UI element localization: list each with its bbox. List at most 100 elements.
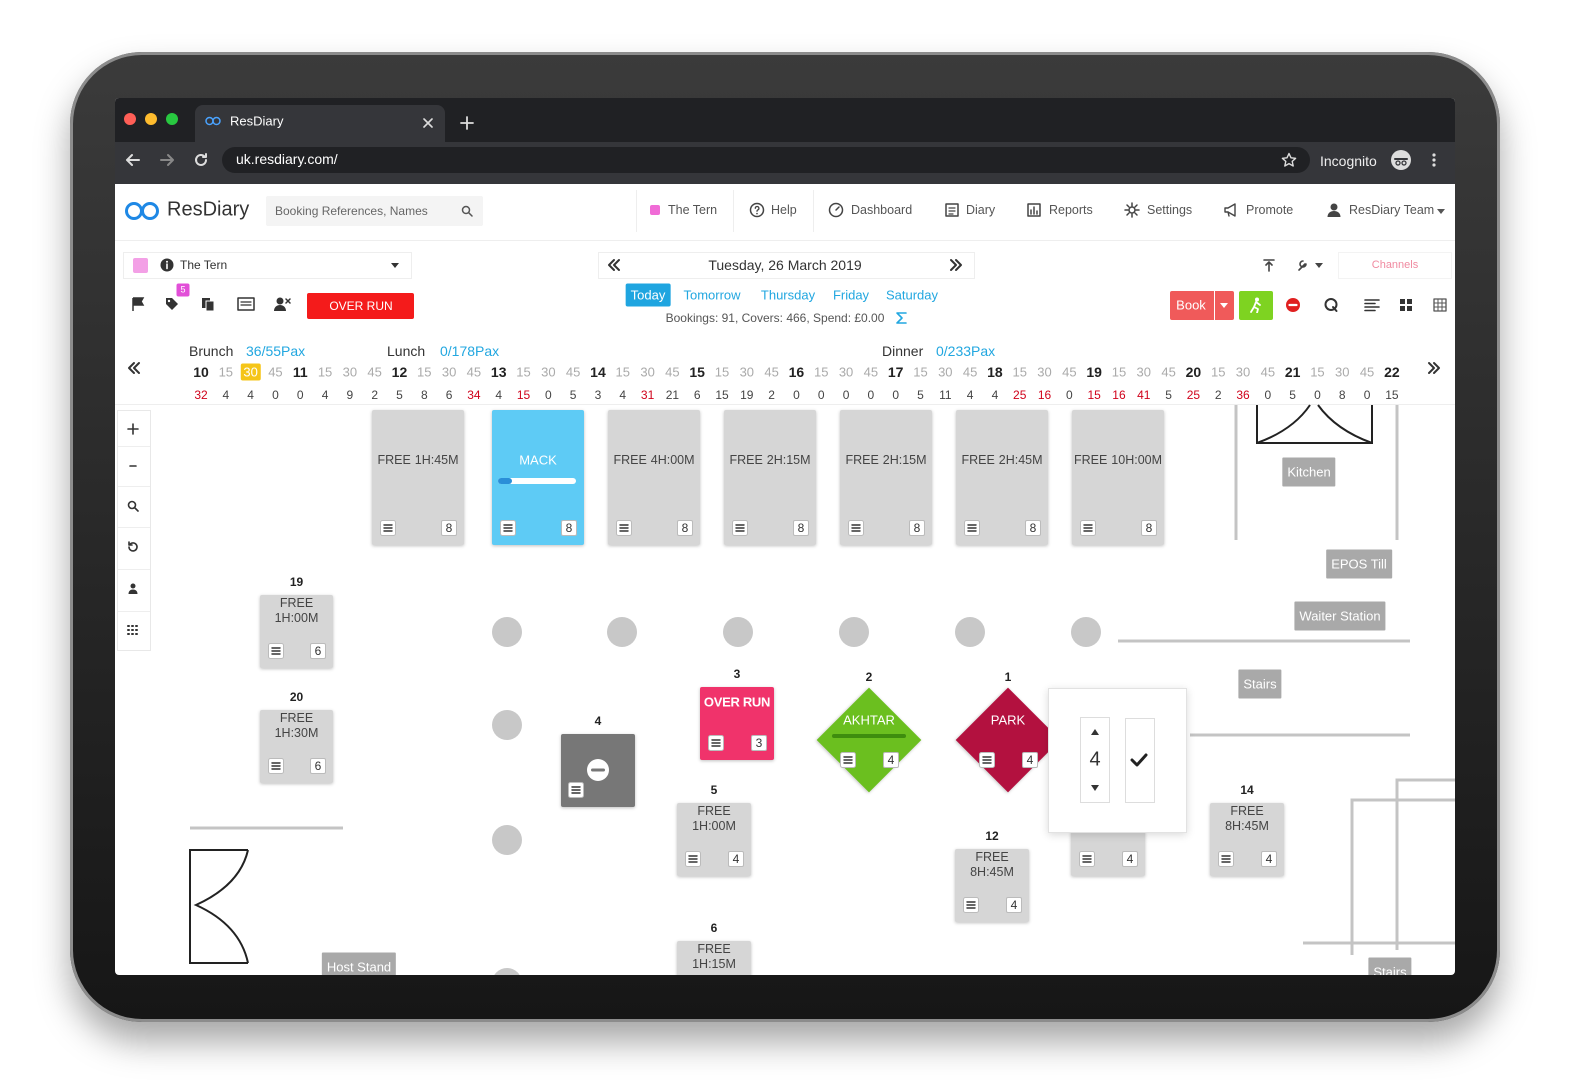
brand-logo[interactable]	[124, 201, 160, 221]
back-button[interactable]	[125, 152, 141, 168]
menu-icon[interactable]	[1218, 851, 1234, 867]
menu-icon[interactable]	[964, 520, 980, 536]
time-minute[interactable]: 45	[1062, 364, 1077, 380]
time-hour[interactable]: 12	[391, 364, 408, 380]
time-minute[interactable]: 45	[665, 364, 680, 380]
time-minute[interactable]: 45	[1359, 364, 1375, 380]
menu-icon[interactable]	[500, 520, 516, 536]
time-hour[interactable]: 20	[1185, 364, 1202, 380]
card-icon[interactable]	[237, 297, 255, 311]
covers-spinner[interactable]	[1080, 717, 1110, 803]
time-minute[interactable]: 30	[1335, 364, 1350, 380]
forward-button[interactable]	[159, 152, 175, 168]
brand-name[interactable]: ResDiary	[167, 198, 250, 221]
table-view[interactable]	[1433, 298, 1447, 312]
time-minute[interactable]: 45	[1161, 364, 1176, 380]
time-minute[interactable]: 45	[863, 364, 879, 380]
time-minute[interactable]: 15	[814, 364, 829, 380]
nav-link[interactable]: The Tern	[668, 203, 718, 217]
overrun-button[interactable]	[307, 293, 414, 319]
flag-icon[interactable]	[130, 296, 146, 312]
grid-tool[interactable]	[126, 624, 140, 638]
person-tool[interactable]	[126, 582, 140, 596]
time-hour[interactable]: 10	[193, 364, 209, 380]
day-link[interactable]: Tomorrow	[683, 287, 741, 303]
sum-icon[interactable]	[895, 311, 907, 325]
new-tab[interactable]	[460, 116, 474, 130]
nav-link[interactable]: Settings	[1147, 203, 1193, 217]
time-minute[interactable]: 30	[541, 364, 556, 380]
time-hour[interactable]: 19	[1086, 364, 1102, 380]
menu-icon[interactable]	[685, 851, 701, 867]
nav-link[interactable]: Help	[771, 203, 797, 217]
confirm-button[interactable]	[1125, 718, 1155, 803]
next-day[interactable]	[949, 257, 965, 273]
time-hour[interactable]: 21	[1284, 364, 1301, 380]
time-minute[interactable]: 15	[317, 364, 333, 380]
spinner-value[interactable]: 4	[1089, 748, 1101, 771]
browser-menu[interactable]	[1431, 152, 1437, 168]
zoom-in-tool[interactable]	[126, 422, 140, 436]
channels-box[interactable]	[1338, 252, 1452, 279]
time-minute[interactable]: 30	[240, 363, 261, 381]
day-link[interactable]: Thursday	[760, 287, 816, 303]
window-button[interactable]	[124, 113, 136, 125]
incognito-icon[interactable]	[1390, 149, 1412, 171]
time-minute[interactable]: 30	[739, 364, 755, 380]
time-minute[interactable]: 15	[1012, 364, 1027, 380]
time-hour[interactable]: 15	[689, 364, 705, 380]
timeline-next[interactable]	[1427, 360, 1443, 376]
nav-link[interactable]: Diary	[966, 203, 996, 217]
time-minute[interactable]: 15	[1111, 364, 1127, 380]
day-link[interactable]: Saturday	[885, 287, 939, 303]
time-minute[interactable]: 45	[367, 364, 382, 380]
nav-link[interactable]: Dashboard	[851, 203, 913, 217]
align-top-icon[interactable]	[1263, 258, 1275, 272]
menu-icon[interactable]	[963, 897, 979, 913]
time-minute[interactable]: 15	[516, 364, 531, 380]
tag-icon[interactable]	[164, 296, 180, 312]
query-icon[interactable]	[1323, 297, 1339, 313]
time-hour[interactable]: 17	[887, 364, 904, 380]
table[interactable]	[677, 941, 751, 975]
tools-icon[interactable]	[1297, 258, 1325, 272]
time-minute[interactable]: 30	[640, 364, 655, 380]
time-minute[interactable]: 30	[838, 364, 854, 380]
menu-icon[interactable]	[848, 520, 864, 536]
nav-link[interactable]: Promote	[1246, 203, 1294, 217]
list-view[interactable]	[1364, 298, 1380, 312]
time-minute[interactable]: 15	[1310, 364, 1325, 380]
prev-day[interactable]	[605, 257, 621, 273]
time-minute[interactable]: 45	[764, 364, 779, 380]
block-icon[interactable]	[1285, 297, 1301, 313]
window-button[interactable]	[166, 113, 178, 125]
spinner-up[interactable]	[1090, 728, 1100, 736]
reload-button[interactable]	[193, 152, 209, 168]
time-hour[interactable]: 11	[292, 364, 308, 380]
time-hour[interactable]: 13	[490, 364, 507, 380]
time-minute[interactable]: 45	[1260, 364, 1276, 380]
time-hour[interactable]: 14	[590, 364, 606, 380]
menu-icon[interactable]	[568, 782, 584, 798]
browser-tab[interactable]	[195, 105, 445, 142]
time-minute[interactable]: 45	[466, 364, 482, 380]
time-minute[interactable]: 15	[218, 364, 234, 380]
search-floor-tool[interactable]	[126, 499, 140, 513]
time-minute[interactable]: 15	[913, 364, 928, 380]
walk-in-button[interactable]	[1239, 291, 1273, 320]
time-minute[interactable]: 30	[938, 364, 953, 380]
time-hour[interactable]: 16	[788, 364, 805, 380]
search-box[interactable]	[266, 196, 483, 226]
spinner-down[interactable]	[1090, 784, 1100, 792]
day-link[interactable]: Friday	[832, 287, 870, 303]
menu-icon[interactable]	[840, 752, 856, 768]
book-dropdown[interactable]	[1214, 291, 1234, 320]
time-minute[interactable]: 30	[1037, 364, 1052, 380]
menu-icon[interactable]	[708, 735, 724, 751]
bookmark-star[interactable]	[1281, 152, 1297, 168]
menu-icon[interactable]	[1080, 520, 1096, 536]
menu-icon[interactable]	[268, 758, 284, 774]
menu-icon[interactable]	[732, 520, 748, 536]
time-minute[interactable]: 45	[962, 364, 978, 380]
time-hour[interactable]: 22	[1384, 364, 1400, 380]
